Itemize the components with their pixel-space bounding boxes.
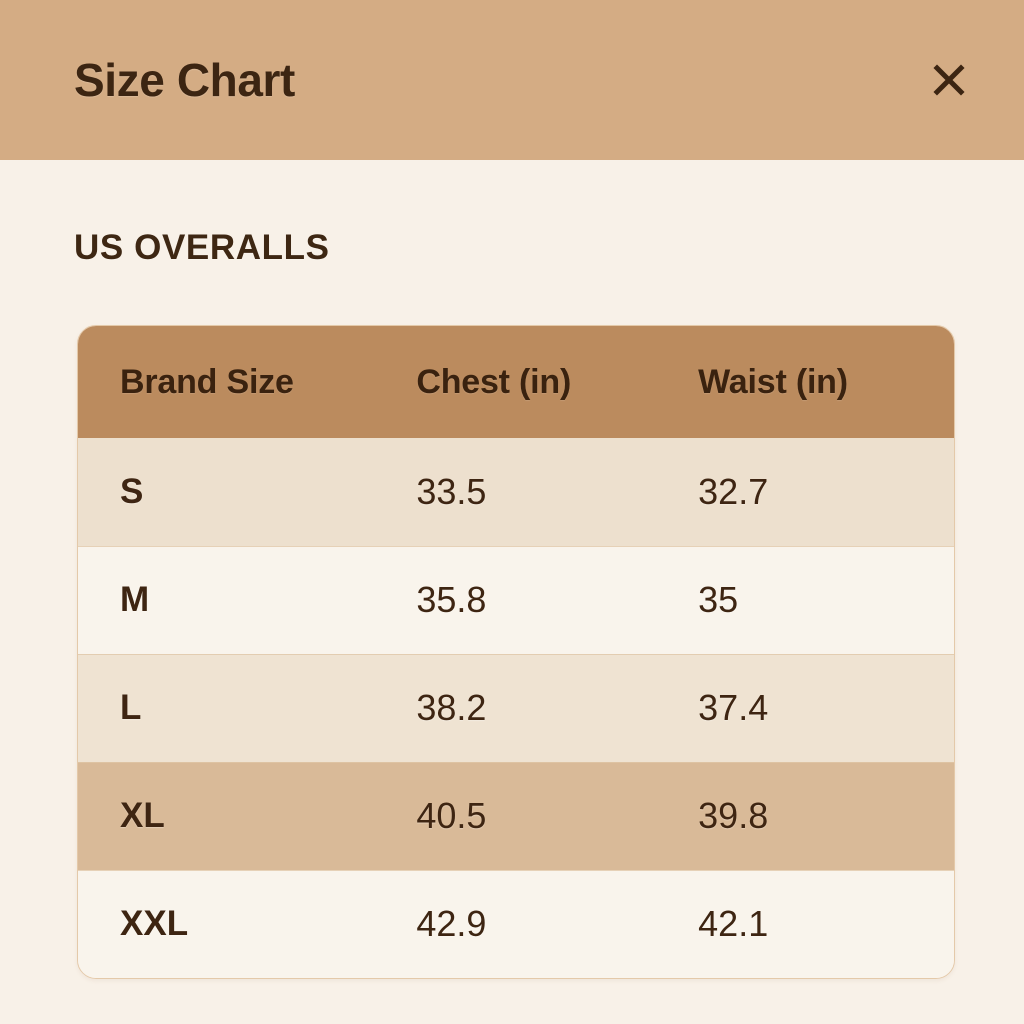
- page-title: Size Chart: [74, 54, 295, 106]
- size-chart-table: Brand Size Chest (in) Waist (in) S 33.5 32…: [78, 326, 954, 978]
- cell-size: M: [78, 545, 387, 654]
- table-row: XL 40.5 39.8: [78, 761, 954, 870]
- close-icon: [929, 60, 969, 100]
- column-header-chest: Chest (in): [386, 326, 671, 438]
- table-row: XXL 42.9 42.1: [78, 869, 954, 978]
- cell-waist: 32.7: [670, 438, 954, 546]
- cell-chest: 42.9: [386, 869, 671, 978]
- cell-chest: 40.5: [386, 761, 671, 870]
- cell-waist: 39.8: [670, 761, 954, 870]
- cell-size: XL: [78, 761, 387, 870]
- table-row: M 35.8 35: [78, 545, 954, 654]
- cell-chest: 35.8: [386, 545, 671, 654]
- modal-header: Size Chart: [0, 0, 1024, 160]
- cell-chest: 38.2: [386, 653, 671, 762]
- modal-body: US OVERALLS Brand Size Chest (in) Waist …: [0, 160, 1024, 1024]
- table-header: Brand Size Chest (in) Waist (in): [78, 326, 954, 438]
- cell-size: XXL: [78, 869, 387, 978]
- table-row: S 33.5 32.7: [78, 438, 954, 546]
- table-row: L 38.2 37.4: [78, 653, 954, 762]
- section-title: US OVERALLS: [74, 228, 330, 267]
- cell-size: L: [78, 653, 387, 762]
- cell-size: S: [78, 438, 387, 546]
- cell-waist: 35: [670, 545, 954, 654]
- cell-chest: 33.5: [386, 438, 671, 546]
- table-header-row: Brand Size Chest (in) Waist (in): [78, 326, 954, 438]
- cell-waist: 37.4: [670, 653, 954, 762]
- size-chart-table-container: Brand Size Chest (in) Waist (in) S 33.5 32…: [77, 325, 955, 979]
- cell-waist: 42.1: [670, 869, 954, 978]
- close-button[interactable]: [918, 49, 980, 111]
- column-header-brand-size: Brand Size: [78, 326, 387, 438]
- table-body: S 33.5 32.7 M 35.8 35 L 38.2 37.4 XL 40.5 39.8 XXL 42…: [78, 438, 954, 978]
- column-header-waist: Waist (in): [670, 326, 954, 438]
